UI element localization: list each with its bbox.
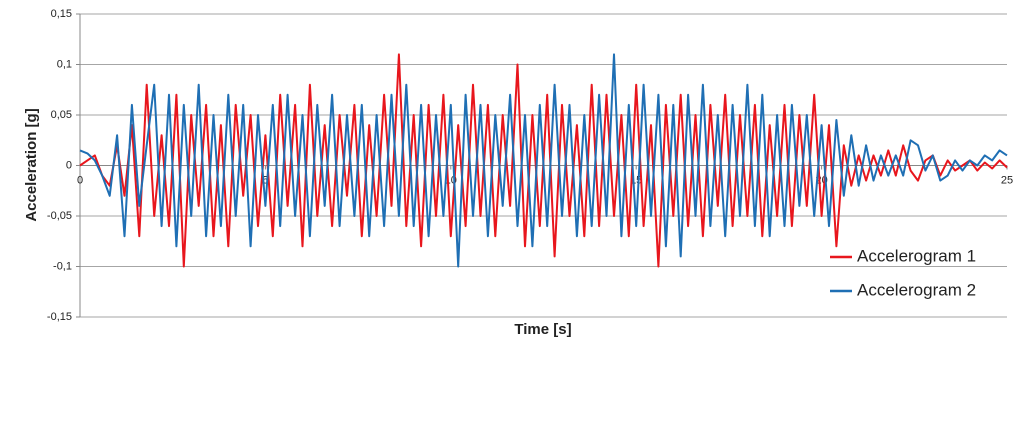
x-tick-label: 25: [1001, 174, 1013, 186]
x-tick-label: 5: [262, 174, 268, 186]
y-tick-label: -0,05: [47, 210, 72, 222]
y-tick-label: 0,15: [51, 8, 72, 20]
y-tick-label: 0: [66, 159, 72, 171]
y-tick-label: -0,1: [53, 260, 72, 272]
y-tick-label: 0,05: [51, 109, 72, 121]
y-axis-title: Acceleration [g]: [23, 108, 40, 221]
y-tick-label: 0,1: [57, 58, 72, 70]
series-line: [79, 53, 1008, 268]
legend-label: Accelerogram 2: [857, 280, 976, 299]
legend-label: Accelerogram 1: [857, 246, 976, 265]
x-tick-label: 0: [77, 174, 83, 186]
x-axis-title: Time [s]: [514, 321, 571, 338]
y-tick-label: -0,15: [47, 311, 72, 323]
